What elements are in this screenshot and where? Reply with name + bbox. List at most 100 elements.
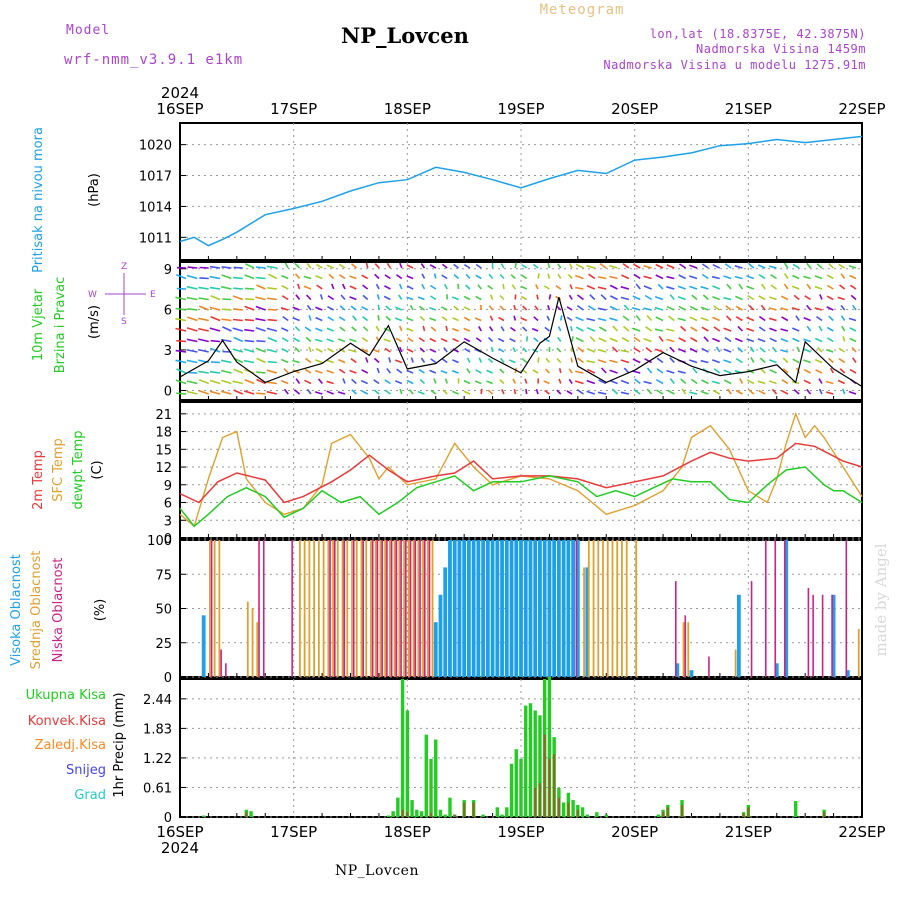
wind-arrow — [631, 307, 641, 311]
precip-ytick-label: 1.83 — [143, 722, 172, 737]
wind-arrow — [689, 305, 698, 311]
mid-cloud-bar — [597, 540, 600, 677]
wind-arrow — [568, 368, 573, 374]
low-cloud-bar — [575, 540, 578, 677]
wind-arrow — [769, 296, 777, 301]
wind-arrow — [488, 273, 494, 280]
total-precip-bar — [793, 801, 798, 817]
wind-arrow — [723, 379, 732, 385]
wind-arrow — [782, 357, 789, 364]
wind-arrow — [316, 284, 323, 290]
total-precip-bar — [396, 797, 400, 817]
wind-arrow — [463, 316, 471, 322]
wind-arrow — [735, 295, 743, 301]
high-cloud-bar — [457, 540, 462, 677]
high-cloud-bar — [448, 540, 452, 677]
wind-arrow — [440, 337, 448, 343]
wind-arrow — [475, 263, 482, 269]
wind-arrow — [826, 326, 834, 332]
wind-arrow — [267, 273, 278, 280]
wind-arrow — [839, 284, 846, 290]
wind-arrow — [818, 325, 823, 332]
wind-arrow — [465, 273, 471, 280]
high-cloud-bar — [575, 540, 580, 677]
wind-arrow — [419, 305, 425, 311]
wind-arrow — [557, 273, 562, 279]
mid-cloud-bar — [313, 540, 316, 677]
wind-arrow — [760, 367, 766, 374]
wind-arrow — [429, 264, 437, 269]
wind-arrow — [315, 316, 323, 322]
wind-arrow — [406, 285, 414, 290]
wind-arrow — [525, 336, 529, 342]
wind-arrow — [760, 304, 766, 311]
wind-arrow — [377, 304, 380, 311]
mid-cloud-bar — [621, 540, 623, 677]
mid-cloud-bar — [616, 540, 619, 677]
mid-cloud-bar — [583, 567, 585, 677]
wind-arrow — [643, 380, 652, 385]
wind-arrow — [746, 379, 755, 385]
wind-arrow — [383, 295, 391, 301]
wind-arrow — [666, 338, 675, 343]
mid-cloud-bar — [682, 622, 685, 677]
wind-arrow — [186, 274, 198, 280]
wind-arrow — [199, 266, 209, 269]
high-cloud-bar — [495, 540, 500, 677]
wind-arrow — [475, 369, 482, 374]
low-cloud-bar — [807, 587, 810, 677]
wind-arrow — [362, 284, 369, 290]
wind-arrow — [187, 266, 198, 269]
model-elevation-info: Nadmorska Visina u modelu 1275.91m — [603, 58, 866, 72]
wind-arrow — [632, 327, 641, 332]
wind-arrow — [305, 336, 312, 343]
high-cloud-bar — [523, 540, 528, 677]
wind-arrow — [545, 368, 550, 374]
wind-arrow — [232, 348, 244, 353]
wind-arrow — [210, 315, 221, 322]
pressure-ytick-label: 1014 — [139, 200, 172, 215]
wind-arrow — [386, 367, 392, 374]
high-cloud-bar — [556, 540, 561, 677]
wind-arrow — [723, 275, 732, 280]
legend-freezing-rain: Zaledj.Kisa — [35, 738, 106, 753]
wind-arrow — [209, 390, 221, 395]
low-cloud-bar — [821, 594, 824, 677]
temperature-ytick-label: 0 — [164, 532, 172, 547]
total-precip-bar — [505, 807, 509, 817]
convective-precip-bar — [245, 812, 248, 817]
wind-arrow — [327, 295, 335, 301]
low-cloud-bar — [774, 540, 777, 677]
wind-arrow — [522, 347, 528, 353]
wind-arrow — [723, 297, 732, 301]
wind-arrow — [654, 295, 664, 301]
wind-arrow — [198, 297, 209, 301]
wind-arrow — [622, 262, 630, 269]
wind-arrow — [566, 316, 573, 322]
wind-arrow — [365, 357, 369, 363]
mid-cloud-bar — [625, 540, 628, 677]
wind-arrow — [361, 369, 369, 374]
wind-arrow — [244, 339, 255, 343]
wind-arrow — [700, 359, 709, 364]
convective-precip-bar — [406, 812, 409, 817]
wind-arrow — [643, 307, 652, 311]
wind-arrow — [394, 359, 403, 364]
wind-arrow — [712, 295, 721, 301]
high-cloud-bar — [528, 540, 533, 677]
convective-precip-bar — [472, 802, 475, 817]
wind-arrow — [385, 315, 391, 322]
low-cloud-bar — [708, 656, 710, 677]
wind-arrow — [566, 306, 573, 311]
wind-arrow — [294, 273, 301, 280]
wind-arrow — [713, 305, 721, 311]
wind-arrow — [406, 348, 414, 353]
wind-arrow — [361, 274, 369, 280]
wind-arrow — [478, 357, 482, 363]
wind-arrow — [220, 369, 232, 374]
wind-arrow — [361, 348, 369, 353]
wind-arrow — [319, 294, 324, 300]
wind-arrow — [849, 274, 857, 280]
wind-arrow — [513, 305, 517, 311]
wind-arrow — [430, 326, 437, 332]
